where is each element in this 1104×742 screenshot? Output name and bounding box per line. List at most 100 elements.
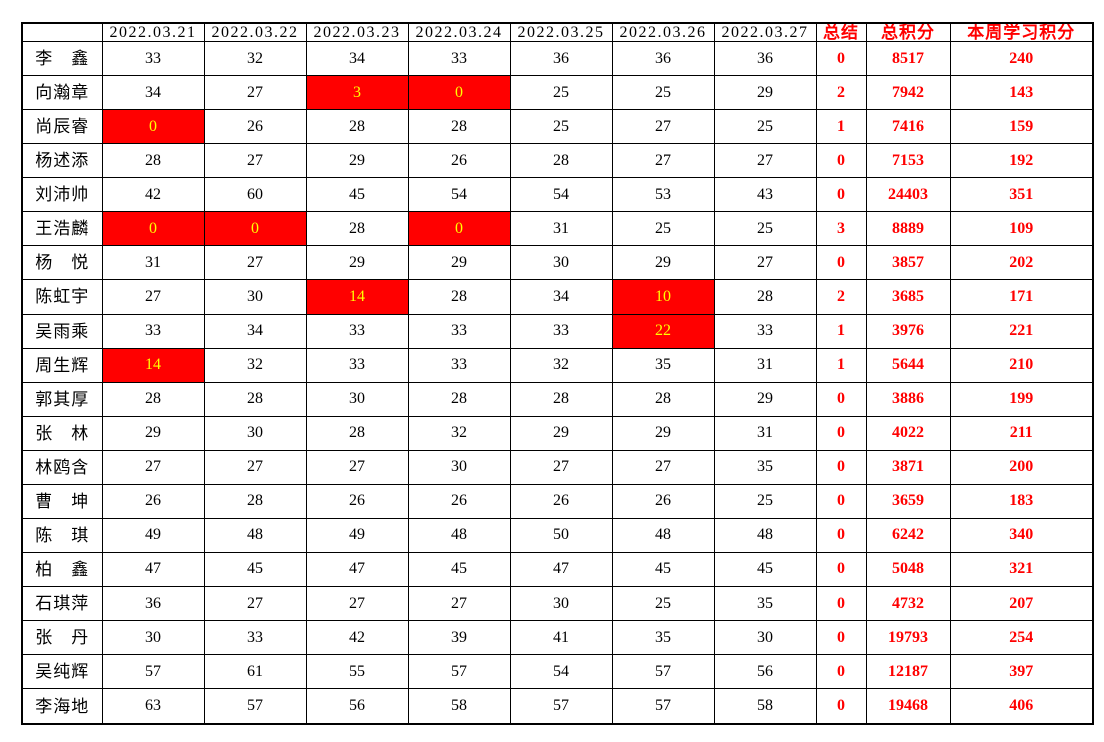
date-header-col3[interactable]: 2022.03.23 [305,22,409,42]
week-points-cell[interactable]: 240 [949,40,1094,77]
student-name-cell[interactable]: 曹 坤 [21,483,103,519]
daily-score-cell[interactable]: 45 [407,551,511,588]
daily-score-cell[interactable]: 47 [101,551,205,588]
daily-score-cell[interactable]: 33 [407,313,511,349]
daily-score-cell[interactable]: 29 [305,245,409,281]
daily-score-cell[interactable]: 27 [203,449,307,485]
student-name-cell[interactable]: 柏 鑫 [21,551,103,588]
daily-score-cell[interactable]: 25 [713,109,817,145]
daily-score-cell[interactable]: 49 [305,517,409,553]
daily-score-cell[interactable]: 35 [611,347,715,383]
daily-score-cell[interactable]: 27 [611,449,715,485]
total-points-cell[interactable]: 6242 [865,517,951,553]
daily-score-cell[interactable]: 27 [713,245,817,281]
summary-count-cell[interactable]: 3 [815,211,867,247]
summary-count-cell[interactable]: 1 [815,313,867,349]
daily-score-cell[interactable]: 28 [305,211,409,247]
daily-score-cell[interactable]: 39 [407,620,511,656]
total-points-cell[interactable]: 3857 [865,245,951,281]
daily-score-cell[interactable]: 57 [509,688,613,725]
student-name-cell[interactable]: 刘沛帅 [21,177,103,213]
student-name-cell[interactable]: 周生辉 [21,347,103,383]
daily-score-cell[interactable]: 54 [407,177,511,213]
daily-score-cell[interactable]: 26 [407,143,511,179]
daily-score-cell[interactable]: 27 [203,585,307,622]
low-score-cell[interactable]: 0 [101,109,205,145]
daily-score-cell[interactable]: 53 [611,177,715,213]
week-points-cell[interactable]: 221 [949,313,1094,349]
week-points-cell[interactable]: 406 [949,688,1094,725]
daily-score-cell[interactable]: 28 [101,143,205,179]
daily-score-cell[interactable]: 29 [713,75,817,111]
daily-score-cell[interactable]: 30 [305,381,409,417]
student-name-cell[interactable]: 石琪萍 [21,585,103,622]
daily-score-cell[interactable]: 25 [713,483,817,519]
low-score-cell[interactable]: 0 [101,211,205,247]
date-header-col7[interactable]: 2022.03.27 [713,22,817,42]
daily-score-cell[interactable]: 45 [203,551,307,588]
student-name-cell[interactable]: 杨述添 [21,143,103,179]
daily-score-cell[interactable]: 29 [713,381,817,417]
daily-score-cell[interactable]: 36 [101,585,205,622]
week-points-cell[interactable]: 397 [949,654,1094,690]
daily-score-cell[interactable]: 35 [611,620,715,656]
student-name-cell[interactable]: 郭其厚 [21,381,103,417]
week-points-cell[interactable]: 109 [949,211,1094,247]
daily-score-cell[interactable]: 36 [509,40,613,77]
low-score-cell[interactable]: 14 [305,279,409,315]
daily-score-cell[interactable]: 57 [611,654,715,690]
low-score-cell[interactable]: 0 [203,211,307,247]
summary-count-cell[interactable]: 2 [815,75,867,111]
daily-score-cell[interactable]: 31 [713,347,817,383]
daily-score-cell[interactable]: 56 [305,688,409,725]
daily-score-cell[interactable]: 33 [203,620,307,656]
daily-score-cell[interactable]: 28 [305,109,409,145]
daily-score-cell[interactable]: 27 [509,449,613,485]
student-name-cell[interactable]: 李海地 [21,688,103,725]
daily-score-cell[interactable]: 27 [203,245,307,281]
low-score-cell[interactable]: 3 [305,75,409,111]
daily-score-cell[interactable]: 29 [611,245,715,281]
daily-score-cell[interactable]: 28 [101,381,205,417]
week-points-cell[interactable]: 351 [949,177,1094,213]
total-points-cell[interactable]: 8517 [865,40,951,77]
daily-score-cell[interactable]: 28 [509,381,613,417]
daily-score-cell[interactable]: 33 [713,313,817,349]
daily-score-cell[interactable]: 30 [101,620,205,656]
total-points-cell[interactable]: 5644 [865,347,951,383]
daily-score-cell[interactable]: 54 [509,654,613,690]
daily-score-cell[interactable]: 45 [611,551,715,588]
daily-score-cell[interactable]: 36 [611,40,715,77]
daily-score-cell[interactable]: 54 [509,177,613,213]
summary-count-cell[interactable]: 0 [815,585,867,622]
daily-score-cell[interactable]: 30 [203,279,307,315]
summary-count-cell[interactable]: 0 [815,551,867,588]
daily-score-cell[interactable]: 48 [713,517,817,553]
week-points-cell[interactable]: 202 [949,245,1094,281]
daily-score-cell[interactable]: 33 [407,347,511,383]
week-points-cell[interactable]: 254 [949,620,1094,656]
week-points-cell[interactable]: 207 [949,585,1094,622]
daily-score-cell[interactable]: 61 [203,654,307,690]
daily-score-cell[interactable]: 32 [509,347,613,383]
total-points-cell[interactable]: 7416 [865,109,951,145]
daily-score-cell[interactable]: 28 [407,109,511,145]
daily-score-cell[interactable]: 28 [203,381,307,417]
total-points-cell[interactable]: 19793 [865,620,951,656]
total-points-cell[interactable]: 24403 [865,177,951,213]
daily-score-cell[interactable]: 33 [305,313,409,349]
daily-score-cell[interactable]: 33 [101,40,205,77]
daily-score-cell[interactable]: 33 [101,313,205,349]
student-name-cell[interactable]: 林鸥含 [21,449,103,485]
date-header-col6[interactable]: 2022.03.26 [611,22,715,42]
student-name-cell[interactable]: 吴雨乘 [21,313,103,349]
total-points-cell[interactable]: 12187 [865,654,951,690]
student-name-cell[interactable]: 杨 悦 [21,245,103,281]
daily-score-cell[interactable]: 31 [509,211,613,247]
daily-score-cell[interactable]: 47 [305,551,409,588]
daily-score-cell[interactable]: 27 [203,75,307,111]
low-score-cell[interactable]: 22 [611,313,715,349]
student-name-cell[interactable]: 张 丹 [21,620,103,656]
daily-score-cell[interactable]: 36 [713,40,817,77]
week-points-cell[interactable]: 159 [949,109,1094,145]
